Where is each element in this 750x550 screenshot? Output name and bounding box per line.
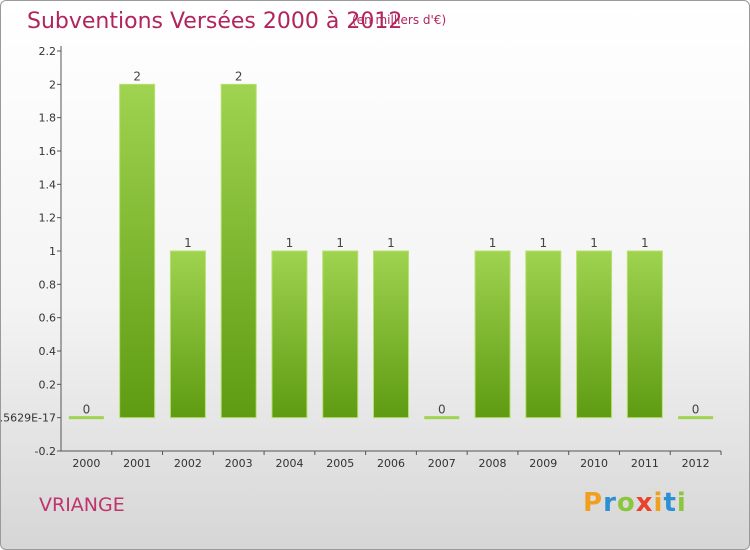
data-label: 1 bbox=[641, 236, 649, 250]
bar bbox=[525, 250, 562, 419]
x-tick-label: 2001 bbox=[123, 457, 151, 470]
x-tick-label: 2010 bbox=[580, 457, 608, 470]
y-tick-label: -1.5629E-17 bbox=[1, 412, 56, 425]
y-tick-label: 1.2 bbox=[39, 212, 57, 225]
logo-letter: i bbox=[653, 488, 664, 518]
proxiti-logo: Proxiti bbox=[583, 488, 687, 518]
x-tick-label: 2002 bbox=[174, 457, 202, 470]
data-label: 0 bbox=[692, 403, 700, 417]
logo-letter: i bbox=[676, 488, 687, 518]
y-tick-label: 0.4 bbox=[39, 345, 57, 358]
data-label: 1 bbox=[539, 236, 547, 250]
y-tick-label: 1.8 bbox=[39, 112, 57, 125]
data-label: 1 bbox=[336, 236, 344, 250]
bar bbox=[119, 83, 156, 419]
logo-letter: x bbox=[635, 488, 654, 518]
x-tick-label: 2008 bbox=[479, 457, 507, 470]
logo-letter: t bbox=[663, 488, 677, 518]
bar bbox=[678, 416, 714, 420]
y-tick-label: 1.6 bbox=[39, 145, 57, 158]
x-tick-label: 2012 bbox=[682, 457, 710, 470]
bar bbox=[271, 250, 308, 419]
chart-title: Subventions Versées 2000 à 2012 bbox=[27, 9, 403, 34]
y-tick-label: 0.6 bbox=[39, 312, 57, 325]
y-tick-label: 1 bbox=[49, 245, 56, 258]
x-tick-label: 2005 bbox=[326, 457, 354, 470]
bar bbox=[424, 416, 460, 420]
y-tick-label: 2 bbox=[49, 78, 56, 91]
logo-letter: P bbox=[583, 488, 604, 518]
bar bbox=[68, 416, 104, 420]
bar bbox=[169, 250, 206, 419]
data-label: 2 bbox=[133, 69, 141, 83]
data-label: 0 bbox=[438, 403, 446, 417]
bar bbox=[626, 250, 663, 419]
logo-letter: o bbox=[616, 488, 636, 518]
y-tick-label: 0.8 bbox=[39, 278, 57, 291]
x-tick-label: 2007 bbox=[428, 457, 456, 470]
data-label: 1 bbox=[387, 236, 395, 250]
x-tick-label: 2006 bbox=[377, 457, 405, 470]
bar bbox=[474, 250, 511, 419]
y-tick-label: 1.4 bbox=[39, 178, 57, 191]
bar bbox=[220, 83, 257, 419]
y-tick-label: -0.2 bbox=[35, 445, 56, 458]
y-tick-label: 2.2 bbox=[39, 45, 57, 58]
data-label: 2 bbox=[235, 69, 243, 83]
bar bbox=[576, 250, 613, 419]
data-label: 1 bbox=[286, 236, 294, 250]
x-tick-label: 2004 bbox=[275, 457, 303, 470]
x-tick-label: 2009 bbox=[529, 457, 557, 470]
data-label: 0 bbox=[83, 403, 91, 417]
y-tick-label: 0.2 bbox=[39, 378, 57, 391]
bar bbox=[373, 250, 409, 419]
data-label: 1 bbox=[489, 236, 497, 250]
logo-letter: r bbox=[603, 488, 617, 518]
chart-unit-note: (en milliers d'€) bbox=[352, 13, 447, 27]
commune-name: VRIANGE bbox=[39, 494, 125, 516]
x-tick-label: 2011 bbox=[631, 457, 659, 470]
data-label: 1 bbox=[184, 236, 192, 250]
data-label: 1 bbox=[590, 236, 598, 250]
bar bbox=[322, 250, 359, 419]
x-tick-label: 2003 bbox=[225, 457, 253, 470]
x-tick-label: 2000 bbox=[72, 457, 100, 470]
